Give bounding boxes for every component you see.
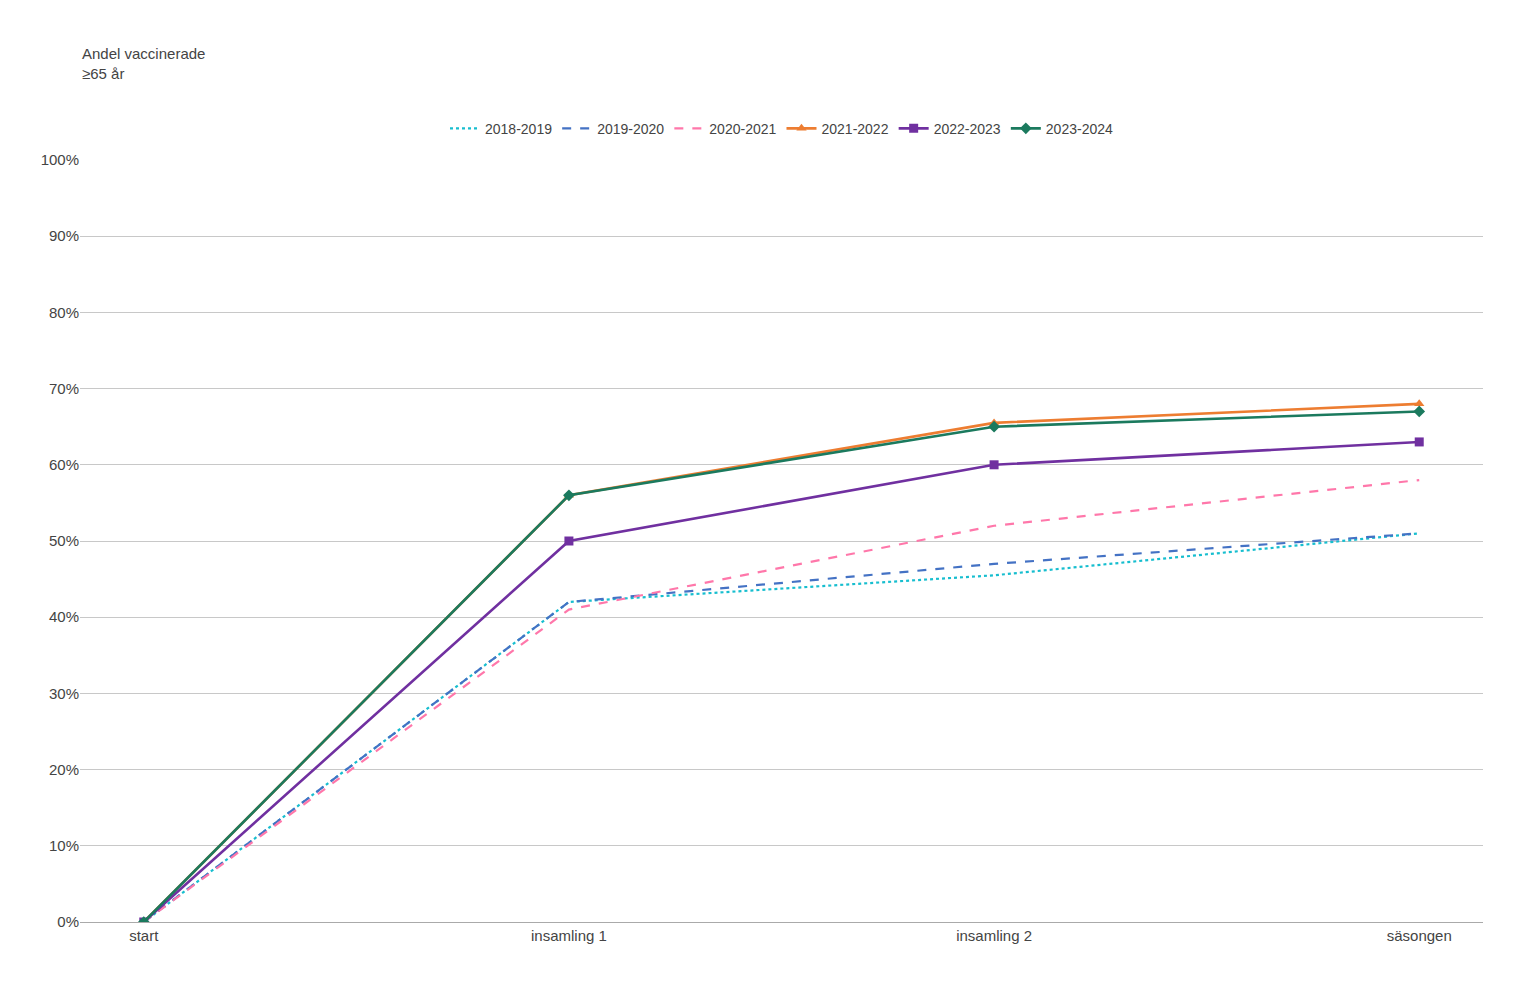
- svg-text:70%: 70%: [49, 380, 79, 397]
- svg-text:insamling 2: insamling 2: [956, 927, 1032, 944]
- svg-text:2020-2021: 2020-2021: [709, 121, 776, 137]
- svg-text:90%: 90%: [49, 227, 79, 244]
- svg-text:2023-2024: 2023-2024: [1046, 121, 1113, 137]
- svg-text:40%: 40%: [49, 608, 79, 625]
- svg-text:2022-2023: 2022-2023: [934, 121, 1001, 137]
- svg-text:100%: 100%: [41, 151, 79, 168]
- svg-text:2018-2019: 2018-2019: [485, 121, 552, 137]
- svg-text:0%: 0%: [57, 913, 79, 930]
- svg-text:Andel vaccinerade≥65 år: Andel vaccinerade≥65 år: [82, 45, 205, 82]
- svg-text:20%: 20%: [49, 761, 79, 778]
- svg-text:2019-2020: 2019-2020: [597, 121, 664, 137]
- svg-text:10%: 10%: [49, 837, 79, 854]
- svg-text:säsongen: säsongen: [1387, 927, 1452, 944]
- svg-text:insamling 1: insamling 1: [531, 927, 607, 944]
- svg-text:50%: 50%: [49, 532, 79, 549]
- svg-text:60%: 60%: [49, 456, 79, 473]
- svg-text:2021-2022: 2021-2022: [821, 121, 888, 137]
- svg-text:start: start: [129, 927, 159, 944]
- svg-text:30%: 30%: [49, 685, 79, 702]
- svg-text:80%: 80%: [49, 304, 79, 321]
